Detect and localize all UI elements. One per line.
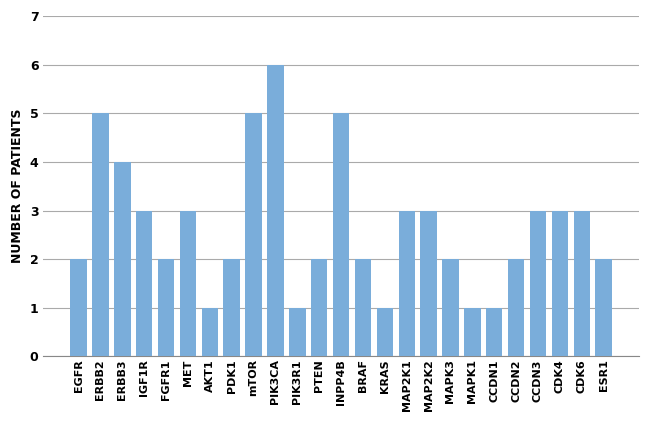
Bar [442, 259, 459, 356]
Bar [552, 211, 568, 356]
Bar [573, 211, 590, 356]
Bar [136, 211, 152, 356]
Bar [224, 259, 240, 356]
Bar [508, 259, 525, 356]
Bar [289, 308, 306, 356]
Bar [202, 308, 218, 356]
Bar [486, 308, 502, 356]
Bar [114, 162, 131, 356]
Bar [376, 308, 393, 356]
Y-axis label: NUMBER OF PATIENTS: NUMBER OF PATIENTS [11, 109, 24, 263]
Bar [355, 259, 371, 356]
Bar [530, 211, 546, 356]
Bar [333, 114, 349, 356]
Bar [311, 259, 328, 356]
Bar [180, 211, 196, 356]
Bar [421, 211, 437, 356]
Bar [92, 114, 109, 356]
Bar [158, 259, 174, 356]
Bar [595, 259, 612, 356]
Bar [70, 259, 86, 356]
Bar [398, 211, 415, 356]
Bar [464, 308, 480, 356]
Bar [245, 114, 262, 356]
Bar [267, 65, 283, 356]
